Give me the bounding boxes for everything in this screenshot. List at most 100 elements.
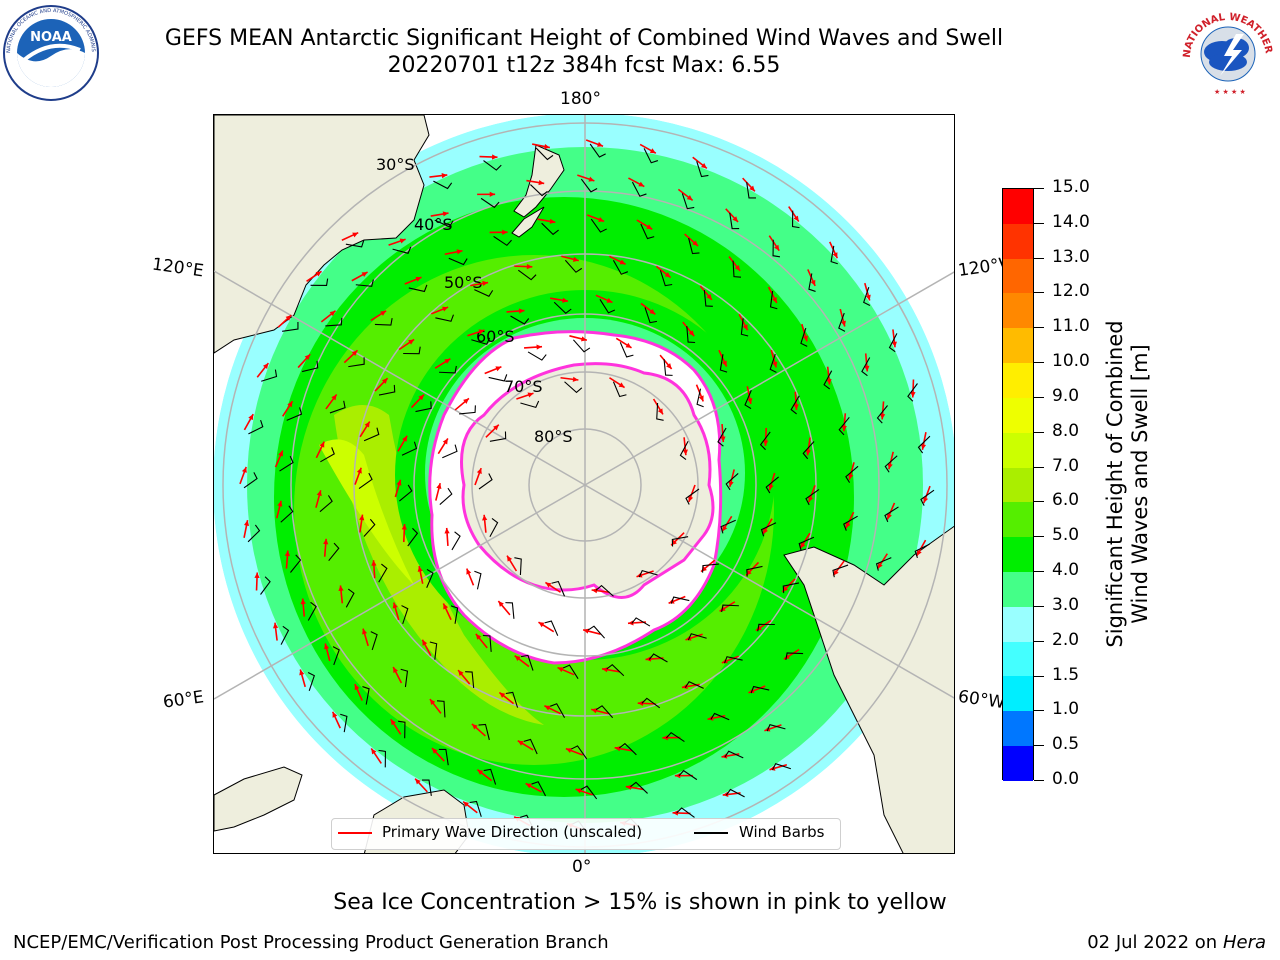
- wind-barb: [732, 260, 742, 278]
- wind-barb: [401, 605, 409, 625]
- wind-barb: [612, 381, 627, 398]
- wind-barb: [247, 524, 261, 543]
- wind-barb: [279, 455, 294, 472]
- wind-barb: [619, 742, 637, 756]
- wave-arrowhead: [489, 191, 496, 197]
- wind-barb: [551, 580, 566, 597]
- wind-barb: [914, 543, 930, 559]
- wind-barb: [643, 148, 659, 164]
- lon-label-60e: 60°E: [161, 687, 206, 713]
- wave-arrowhead: [359, 514, 365, 521]
- wind-barb: [679, 441, 689, 460]
- wind-barb: [670, 596, 690, 604]
- wind-barb: [920, 489, 935, 506]
- wind-barb: [580, 785, 598, 800]
- wind-barb: [434, 219, 454, 228]
- wind-barb: [876, 405, 888, 424]
- wave-arrowhead: [471, 723, 478, 730]
- wind-barb: [720, 519, 736, 534]
- wave-arrowhead: [538, 180, 545, 186]
- colorbar-tick-label: 0.5: [1052, 734, 1080, 755]
- wave-arrowhead: [742, 324, 748, 331]
- lon-label-180: 180°: [560, 89, 601, 109]
- wind-barb: [648, 653, 668, 663]
- wave-arrowhead: [923, 497, 929, 504]
- wind-barb: [640, 223, 655, 240]
- wind-barb: [329, 400, 346, 414]
- wave-arrowhead: [277, 500, 283, 507]
- lat-label-30s: 30°S: [376, 155, 415, 174]
- wind-barb: [666, 731, 685, 743]
- colorbar-tick: [1034, 501, 1044, 503]
- wave-arrowhead: [688, 330, 695, 337]
- wind-barb: [843, 515, 858, 531]
- wind-barb: [740, 318, 749, 337]
- wave-arrowhead: [802, 335, 808, 342]
- noaa-logo-text: NOAA: [30, 30, 72, 45]
- wave-arrowhead: [646, 224, 653, 230]
- wave-arrowhead: [692, 240, 699, 247]
- wave-arrowhead: [393, 666, 399, 673]
- wind-barb: [917, 435, 931, 454]
- wind-barb: [571, 745, 588, 760]
- wave-arrowhead: [865, 294, 871, 301]
- wind-barb: [606, 663, 625, 677]
- wind-barb: [340, 713, 348, 733]
- wind-barb: [520, 654, 534, 671]
- wave-arrowhead: [720, 436, 726, 443]
- wind-barb: [685, 488, 700, 505]
- wind-barb: [488, 374, 508, 382]
- wave-arrowhead: [637, 700, 644, 706]
- wave-arrowhead: [463, 398, 469, 404]
- wind-barb: [549, 703, 566, 718]
- wind-barb: [448, 257, 468, 266]
- wave-arrowhead: [319, 441, 325, 448]
- wind-barbs: [243, 143, 935, 835]
- colorbar-tick: [1034, 362, 1044, 364]
- wind-barb: [325, 317, 343, 327]
- wave-arrowhead: [526, 264, 533, 270]
- wind-barb: [769, 290, 778, 310]
- wind-barb: [800, 327, 808, 347]
- wave-arrowhead: [538, 622, 545, 628]
- wave-arrowhead: [441, 173, 448, 179]
- wave-arrowhead: [544, 705, 551, 711]
- wind-barb: [307, 672, 315, 692]
- wave-arrowhead: [415, 778, 421, 785]
- wave-arrowhead: [580, 336, 587, 342]
- wave-legend-label: Primary Wave Direction (unscaled): [382, 823, 643, 841]
- colorbar-segment: [1003, 571, 1033, 607]
- wave-arrowhead: [332, 711, 338, 718]
- wave-arrowhead: [645, 656, 652, 662]
- wave-arrowhead: [324, 643, 330, 650]
- wind-barb: [439, 487, 453, 506]
- wind-barb: [832, 564, 849, 578]
- colorbar-tick-label: 0.0: [1052, 769, 1080, 789]
- wave-arrowhead: [887, 463, 893, 470]
- colorbar-tick-label: 11.0: [1052, 316, 1090, 337]
- wind-barb: [656, 402, 664, 421]
- wave-arrowhead: [682, 449, 688, 456]
- wave-arrowhead: [625, 342, 632, 348]
- run-machine: Hera: [1222, 932, 1266, 953]
- lat-label-40s: 40°S: [414, 215, 453, 234]
- wind-barb: [480, 197, 500, 209]
- wind-barb: [290, 554, 302, 573]
- map-svg: 30°S 40°S 50°S 60°S 70°S 80°S: [214, 115, 954, 853]
- wave-arrowhead: [591, 708, 598, 714]
- wind-barb: [358, 472, 373, 490]
- wave-arrowhead: [772, 361, 778, 368]
- wave-arrowhead: [273, 622, 279, 629]
- wind-barb: [631, 181, 647, 197]
- nws-logo-icon: NATIONAL WEATHER SERVICE ★ ★ ★ ★: [1174, 0, 1278, 102]
- wave-arrowhead: [749, 185, 755, 192]
- wind-barb: [436, 700, 446, 718]
- wind-barb: [861, 357, 871, 377]
- wave-arrowhead: [243, 520, 250, 526]
- wind-barb: [429, 641, 438, 660]
- colorbar-segment: [1003, 606, 1033, 642]
- wind-barb: [746, 182, 756, 199]
- wave-arrowhead: [588, 176, 595, 182]
- wind-barb: [261, 369, 278, 382]
- wave-arrowhead: [248, 414, 254, 421]
